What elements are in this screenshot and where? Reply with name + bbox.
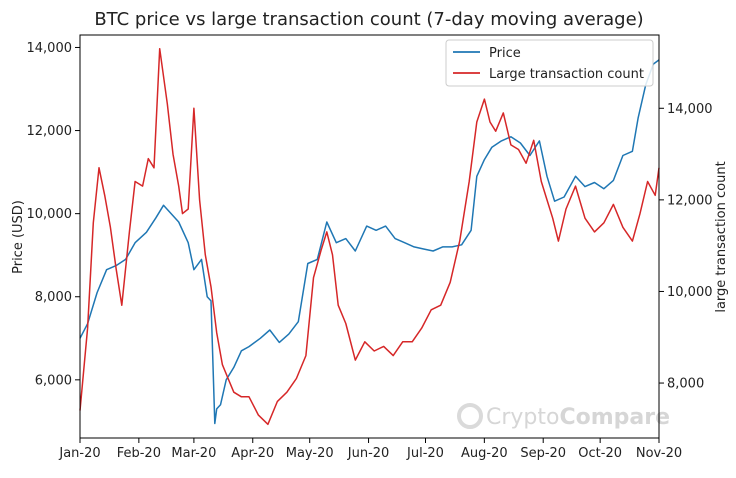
cryptocompare-logo-icon: [457, 403, 483, 429]
y2-tick-label: 10,000: [667, 285, 713, 300]
y-tick-label: 8,000: [35, 290, 72, 305]
x-tick-label: Nov-20: [636, 446, 682, 461]
series-line-price: [79, 59, 660, 425]
y-tick-label: 10,000: [27, 207, 73, 222]
y2-tick-label: 8,000: [667, 377, 704, 392]
y2-tick-label: 14,000: [667, 102, 713, 117]
x-tick-label: Sep-20: [520, 446, 566, 461]
legend-label: Price: [489, 46, 521, 61]
series-line-large-tx: [79, 47, 660, 426]
x-tick-label: Mar-20: [171, 446, 216, 461]
axes: Jan-20 Feb-20 Mar-20 Apr-20 May-20 Jun-20 Jul-…: [27, 34, 713, 461]
legend-label: Large transaction count: [489, 67, 644, 82]
legend: Price Large transaction count: [445, 39, 654, 87]
plot-frame: [79, 34, 660, 439]
x-tick-label: Aug-20: [461, 446, 508, 461]
y-axis-title: Price (USD): [11, 200, 26, 274]
y-tick-label: 12,000: [27, 124, 73, 139]
x-tick-label: Jun-20: [347, 446, 390, 461]
x-tick-label: Jul-20: [406, 446, 444, 461]
legend-box: [445, 39, 654, 87]
y2-tick-label: 12,000: [667, 193, 713, 208]
x-tick-label: May-20: [286, 446, 334, 461]
watermark-text: CryptoCompare: [486, 405, 670, 430]
x-tick-label: Apr-20: [231, 446, 274, 461]
x-tick-label: Oct-20: [578, 446, 622, 461]
y2-axis-title: large transaction count: [714, 161, 729, 312]
x-tick-label: Jan-20: [58, 446, 100, 461]
x-tick-label: Feb-20: [117, 446, 161, 461]
y-tick-label: 14,000: [27, 41, 73, 56]
y-tick-label: 6,000: [35, 373, 72, 388]
watermark: CryptoCompare: [457, 403, 670, 430]
chart-title: BTC price vs large transaction count (7-…: [94, 9, 643, 30]
plot-area: [79, 47, 660, 426]
